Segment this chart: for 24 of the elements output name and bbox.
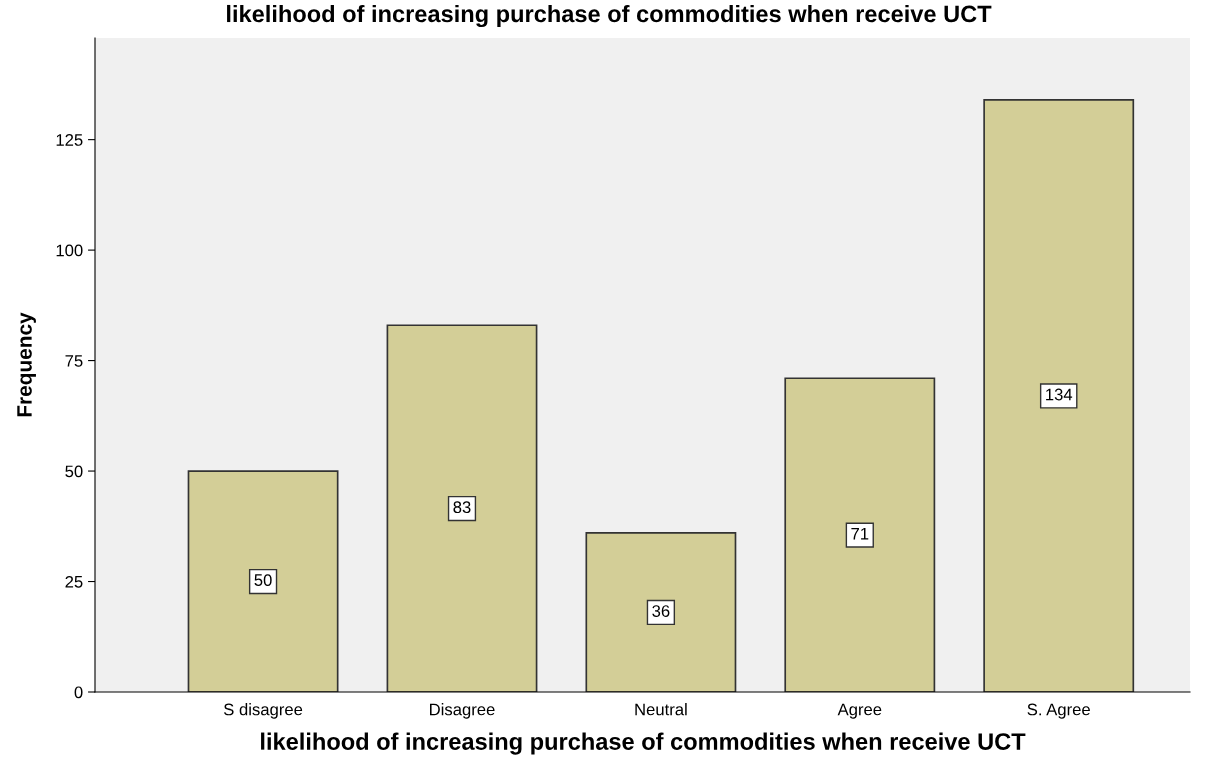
- y-tick-label: 100: [56, 244, 83, 257]
- data-label: 36: [652, 605, 670, 617]
- y-tick-label: 50: [65, 465, 83, 478]
- bar: [386, 324, 538, 692]
- x-tick-label: Neutral: [635, 703, 687, 716]
- data-label: 50: [254, 574, 272, 586]
- bar: [585, 532, 737, 692]
- data-label: 71: [851, 527, 869, 540]
- x-tick-label: Disagree: [430, 703, 495, 719]
- y-tick-label: 0: [74, 686, 83, 699]
- x-tick-label: Agree: [837, 703, 882, 719]
- x-axis-title: likelihood of increasing purchase of commodities when receive UCT: [261, 732, 1026, 755]
- y-tick-label: 75: [65, 355, 83, 367]
- x-tick-label: S disagree: [224, 703, 303, 719]
- y-axis-title: Frequency: [17, 312, 36, 417]
- data-label: 83: [453, 501, 471, 514]
- x-tick-label: S. Agree: [1027, 703, 1090, 719]
- y-tick-label: 125: [56, 134, 83, 146]
- chart-title: likelihood of increasing purchase of commodities when receive UCT: [227, 4, 992, 28]
- bar: [187, 470, 339, 692]
- bar: [784, 377, 936, 692]
- y-tick-label: 25: [65, 575, 83, 588]
- bar: [983, 99, 1135, 692]
- data-label: 134: [1046, 388, 1073, 401]
